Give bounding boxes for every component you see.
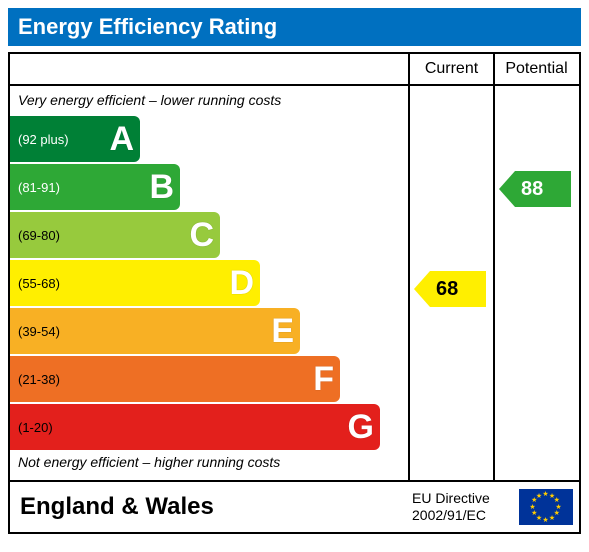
eu-flag-container: ★★★★★★★★★★★★: [518, 483, 579, 531]
footer-directive: EU Directive 2002/91/EC: [408, 482, 518, 532]
note-top: Very energy efficient – lower running co…: [10, 90, 408, 114]
directive-line2: 2002/91/EC: [412, 507, 518, 524]
current-column: 68: [408, 86, 493, 480]
footer-region: England & Wales: [10, 483, 408, 531]
band-d: (55-68) D: [10, 260, 408, 306]
band-range-label: (21-38): [10, 372, 60, 387]
band-bar: (21-38) F: [10, 356, 340, 402]
band-a: (92 plus) A: [10, 116, 408, 162]
band-range-label: (55-68): [10, 276, 60, 291]
band-c: (69-80) C: [10, 212, 408, 258]
eu-star-icon: ★: [536, 492, 542, 500]
band-bar: (39-54) E: [10, 308, 300, 354]
chart-body: Very energy efficient – lower running co…: [10, 86, 579, 480]
band-letter: C: [189, 216, 214, 255]
band-bar: (1-20) G: [10, 404, 380, 450]
band-range-label: (81-91): [10, 180, 60, 195]
bands-column: Very energy efficient – lower running co…: [10, 86, 408, 480]
band-letter: D: [229, 264, 254, 303]
column-header-row: Current Potential: [10, 54, 579, 86]
directive-line1: EU Directive: [412, 490, 518, 507]
potential-pointer-value: 88: [521, 178, 543, 201]
eu-star-icon: ★: [542, 490, 548, 498]
band-range-label: (69-80): [10, 228, 60, 243]
band-letter: F: [313, 360, 334, 399]
band-e: (39-54) E: [10, 308, 408, 354]
potential-column: 88: [493, 86, 578, 480]
band-b: (81-91) B: [10, 164, 408, 210]
band-letter: A: [109, 120, 134, 159]
band-letter: E: [271, 312, 294, 351]
eu-star-icon: ★: [549, 514, 555, 522]
epc-chart: Current Potential Very energy efficient …: [8, 52, 581, 534]
eu-star-icon: ★: [542, 516, 548, 524]
band-range-label: (92 plus): [10, 132, 69, 147]
note-bottom: Not energy efficient – higher running co…: [10, 452, 408, 476]
column-header-potential: Potential: [493, 54, 578, 84]
eu-flag-icon: ★★★★★★★★★★★★: [519, 489, 573, 525]
band-bar: (81-91) B: [10, 164, 180, 210]
band-g: (1-20) G: [10, 404, 408, 450]
band-range-label: (1-20): [10, 420, 53, 435]
current-pointer-value: 68: [436, 278, 458, 301]
band-letter: G: [348, 408, 374, 447]
band-range-label: (39-54): [10, 324, 60, 339]
band-letter: B: [149, 168, 174, 207]
header-spacer: [10, 54, 408, 84]
potential-pointer: 88: [499, 171, 571, 207]
band-bar: (92 plus) A: [10, 116, 140, 162]
current-pointer: 68: [414, 271, 486, 307]
band-f: (21-38) F: [10, 356, 408, 402]
title-bar: Energy Efficiency Rating: [8, 8, 581, 46]
band-bar: (55-68) D: [10, 260, 260, 306]
column-header-current: Current: [408, 54, 493, 84]
footer-row: England & Wales EU Directive 2002/91/EC …: [10, 480, 579, 532]
band-bar: (69-80) C: [10, 212, 220, 258]
